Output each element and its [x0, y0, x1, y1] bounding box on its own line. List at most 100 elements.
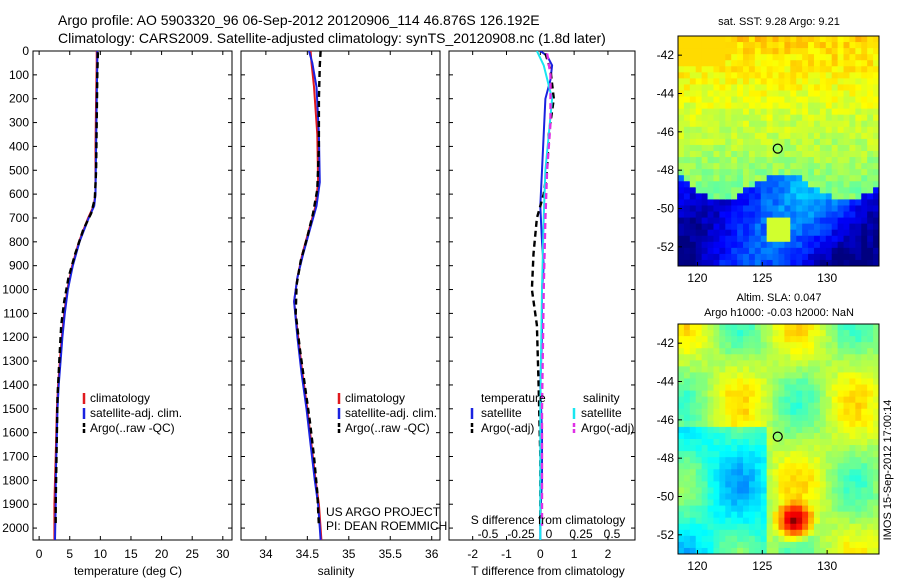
heatmap-cell [695, 90, 703, 98]
heatmap-cell [825, 378, 833, 386]
heatmap-cell [689, 187, 697, 194]
heatmap-cell [695, 114, 703, 122]
heatmap-cell [683, 151, 691, 158]
heatmap-cell [837, 181, 845, 188]
heatmap-cell [731, 193, 738, 201]
heatmap-cell [772, 481, 780, 489]
heatmap-cell [731, 157, 738, 164]
heatmap-cell [760, 126, 768, 134]
heatmap-cell [837, 163, 845, 170]
heatmap-cell [713, 72, 720, 79]
heatmap-cell [778, 451, 786, 458]
heatmap-cell [849, 330, 856, 337]
heatmap-cell [808, 199, 815, 207]
heatmap-cell [813, 108, 821, 116]
heatmap-cell [861, 439, 868, 446]
heatmap-cell [867, 366, 874, 374]
heatmap-cell [849, 163, 856, 170]
heatmap-cell [748, 547, 756, 554]
heatmap-cell [802, 84, 809, 92]
heatmap-cell [760, 48, 768, 55]
heatmap-cell [689, 114, 697, 122]
heatmap-cell [784, 132, 791, 140]
heatmap-cell [725, 360, 732, 367]
heatmap-cell [754, 541, 762, 549]
heatmap-cell [772, 199, 780, 207]
heatmap-cell [760, 144, 768, 152]
heatmap-cell [760, 181, 768, 188]
heatmap-cell [843, 132, 851, 140]
heatmap-cell [743, 360, 750, 367]
heatmap-cell [796, 511, 803, 519]
heatmap-cell [825, 342, 833, 349]
heatmap-cell [873, 505, 879, 513]
heatmap-cell [743, 505, 750, 513]
heatmap-cell [796, 499, 803, 507]
heatmap-cell [849, 42, 856, 49]
heatmap-cell [849, 451, 856, 458]
heatmap-cell [796, 120, 803, 128]
heatmap-cell [855, 481, 862, 489]
heatmap-cell [713, 48, 720, 55]
heatmap-cell [861, 360, 868, 367]
heatmap-cell [873, 72, 879, 79]
heatmap-cell [808, 132, 815, 140]
heatmap-cell [867, 511, 874, 519]
heatmap-cell [825, 163, 833, 170]
heatmap-cell [689, 541, 697, 549]
heatmap-cell [802, 187, 809, 194]
heatmap-cell [837, 378, 845, 386]
heatmap-cell [689, 414, 697, 422]
heatmap-cell [808, 384, 815, 392]
heatmap-cell [873, 84, 879, 92]
heatmap-cell [748, 457, 756, 464]
heatmap-cell [796, 66, 803, 73]
heatmap-cell [766, 451, 774, 458]
salinity-series-line [294, 51, 322, 526]
heatmap-cell [778, 157, 786, 164]
heatmap-cell [760, 60, 768, 67]
heatmap-cell [772, 120, 780, 128]
heatmap-cell [790, 211, 797, 219]
heatmap-cell [808, 529, 815, 537]
heatmap-cell [737, 547, 744, 554]
heatmap-cell [784, 463, 791, 470]
heatmap-cell [760, 96, 768, 104]
heatmap-cell [802, 348, 809, 355]
heatmap-cell [831, 469, 839, 476]
heatmap-cell [808, 175, 815, 182]
figure-title-line-1: Argo profile: AO 5903320_96 06-Sep-2012 … [58, 12, 540, 28]
heatmap-cell [748, 199, 756, 207]
heatmap-cell [808, 535, 815, 543]
heatmap-cell [772, 114, 780, 122]
heatmap-cell [778, 511, 786, 519]
heatmap-cell [808, 378, 815, 386]
heatmap-cell [707, 354, 715, 361]
heatmap-cell [819, 408, 827, 416]
heatmap-cell [748, 193, 756, 201]
heatmap-cell [843, 253, 851, 261]
heatmap-cell [701, 84, 709, 92]
heatmap-cell [743, 414, 750, 422]
heatmap-cell [766, 384, 774, 392]
heatmap-cell [837, 469, 845, 476]
heatmap-cell [813, 223, 821, 231]
heatmap-cell [689, 420, 697, 428]
heatmap-cell [772, 493, 780, 501]
heatmap-cell [713, 499, 720, 507]
heatmap-cell [678, 120, 685, 128]
heatmap-cell [719, 169, 726, 176]
heatmap-cell [725, 163, 732, 170]
heatmap-cell [796, 229, 803, 237]
heatmap-cell [719, 547, 726, 554]
heatmap-cell [760, 541, 768, 549]
heatmap-cell [772, 342, 780, 349]
heatmap-cell [855, 163, 862, 170]
heatmap-cell [766, 426, 774, 434]
heatmap-cell [808, 54, 815, 61]
heatmap-cell [784, 90, 791, 98]
heatmap-cell [802, 259, 809, 266]
heatmap-cell [843, 72, 851, 79]
heatmap-cell [861, 414, 868, 422]
heatmap-cell [796, 396, 803, 404]
